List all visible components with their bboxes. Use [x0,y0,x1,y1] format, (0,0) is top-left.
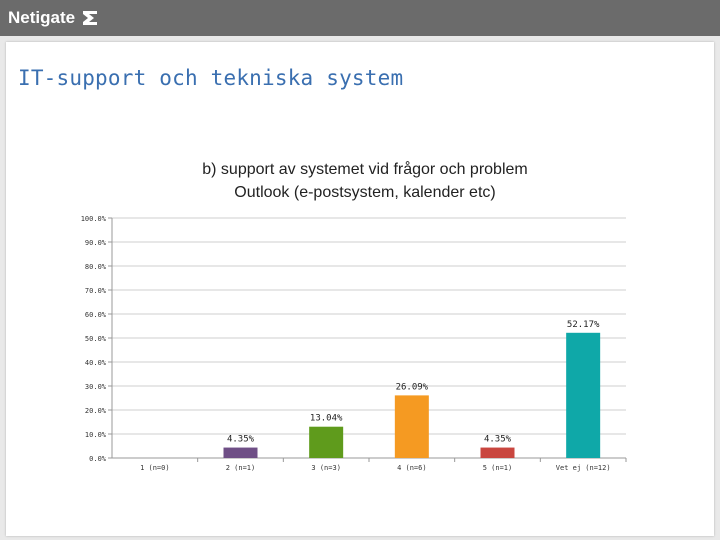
chart-title: b) support av systemet vid frågor och pr… [150,158,580,204]
bar [394,395,429,458]
x-tick-label: 4 (n=6) [397,464,427,472]
x-tick-label: 1 (n=0) [140,464,170,472]
x-tick-label: 3 (n=3) [311,464,341,472]
brand: Netigate [8,6,99,30]
y-tick-label: 10.0% [85,431,107,439]
chart-title-line-1: b) support av systemet vid frågor och pr… [202,161,528,178]
chart-title-line-2: Outlook (e-postsystem, kalender etc) [234,184,496,201]
data-label: 4.35% [484,435,512,445]
y-tick-label: 60.0% [85,311,107,319]
y-tick-label: 90.0% [85,239,107,247]
y-tick-label: 30.0% [85,383,107,391]
bar [480,447,515,458]
y-tick-label: 20.0% [85,407,107,415]
data-label: 52.17% [567,320,600,330]
top-bar [0,0,720,36]
y-tick-label: 40.0% [85,359,107,367]
y-tick-label: 50.0% [85,335,107,343]
bar [309,426,344,458]
netigate-logo-icon [83,11,98,25]
y-tick-label: 80.0% [85,263,107,271]
page-title: IT-support och tekniska system [18,66,404,90]
x-tick-label: 5 (n=1) [483,464,513,472]
x-tick-label: 2 (n=1) [226,464,256,472]
y-tick-label: 100.0% [81,215,107,223]
data-label: 26.09% [396,382,429,392]
y-tick-label: 70.0% [85,287,107,295]
x-tick-label: Vet ej (n=12) [556,464,611,472]
bar [566,332,601,458]
data-label: 13.04% [310,414,343,424]
data-label: 4.35% [227,435,255,445]
bar [223,447,258,458]
brand-name: Netigate [8,8,76,27]
y-tick-label: 0.0% [89,455,107,463]
